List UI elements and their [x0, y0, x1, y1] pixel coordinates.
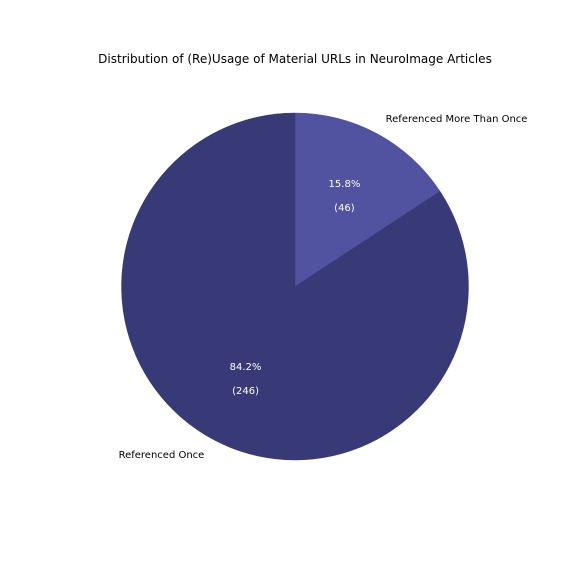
pie-slice-referenced-once — [121, 112, 469, 461]
pie-count-label-referenced-once: (246) — [232, 386, 259, 397]
pie-labels: 15.8% (46) Referenced More Than Once 84.2% (… — [119, 114, 528, 461]
pie-category-label-referenced-more-than-once: Referenced More Than Once — [386, 114, 528, 125]
pie-category-label-referenced-once: Referenced Once — [119, 450, 205, 461]
pie-slices — [121, 112, 469, 461]
chart-title: Distribution of (Re)Usage of Material UR… — [98, 52, 492, 66]
pie-percent-label-referenced-more-than-once: 15.8% — [329, 179, 361, 190]
pie-slice-referenced-more-than-once — [294, 112, 441, 287]
pie-count-label-referenced-more-than-once: (46) — [334, 203, 355, 214]
pie-percent-label-referenced-once: 84.2% — [230, 362, 262, 373]
